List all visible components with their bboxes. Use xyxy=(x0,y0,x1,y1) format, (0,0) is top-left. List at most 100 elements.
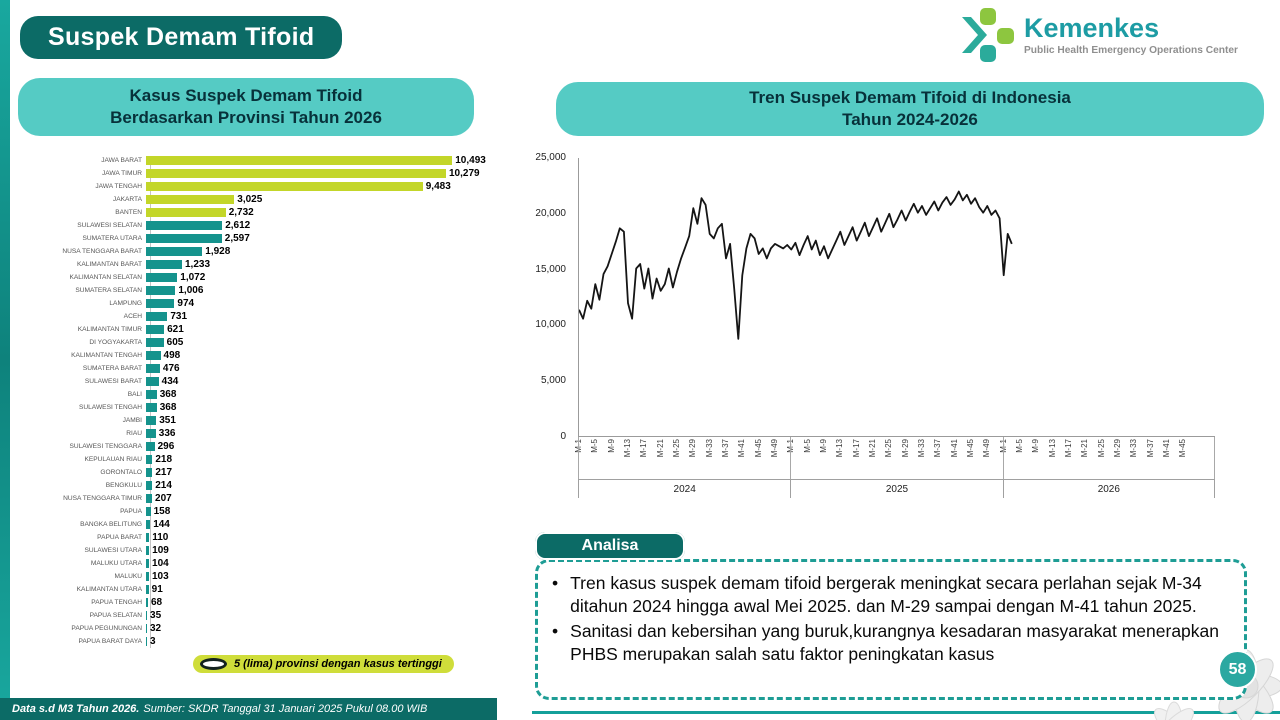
bar-category-label: GORONTALO xyxy=(100,468,142,476)
left-chart-header-line1: Kasus Suspek Demam Tifoid xyxy=(129,85,363,105)
bar-track: 476 xyxy=(146,362,498,374)
x-tick-label: M-9 xyxy=(606,439,616,453)
x-tick-label: M-13 xyxy=(623,439,632,458)
bar-category-label: SULAWESI TENGAH xyxy=(78,403,142,411)
bar-row: SULAWESI SELATAN 2,612 xyxy=(28,219,498,232)
bar-track: 605 xyxy=(146,336,498,348)
bar-category-label: PAPUA PEGUNUNGAN xyxy=(71,624,142,632)
bar-track: 144 xyxy=(146,519,498,530)
x-tick-label: M-9 xyxy=(819,439,828,453)
bar-track: 621 xyxy=(146,323,498,335)
bar-track: 109 xyxy=(146,545,498,556)
page-number: 58 xyxy=(1218,650,1257,689)
bar-category-label: PAPUA BARAT DAYA xyxy=(78,637,142,645)
bar-value-label: 2,732 xyxy=(228,206,254,218)
bar-category-label: KEPULAUAN RIAU xyxy=(84,455,142,463)
left-chart-header-line2: Berdasarkan Provinsi Tahun 2026 xyxy=(110,108,382,127)
bar xyxy=(146,207,226,218)
bar-value-label: 974 xyxy=(177,297,195,309)
analisa-badge: Analisa xyxy=(535,532,685,560)
bar-category-label: KALIMANTAN SELATAN xyxy=(69,273,142,281)
bar-row: LAMPUNG 974 xyxy=(28,297,498,310)
bar-track: 9,483 xyxy=(146,181,498,192)
bar-track: 207 xyxy=(146,493,498,504)
x-tick-label: M-41 xyxy=(949,439,959,458)
bar-track: 368 xyxy=(146,388,498,400)
bar xyxy=(146,363,160,374)
year-label: 2026 xyxy=(1002,479,1215,498)
bar-row: KALIMANTAN UTARA 91 xyxy=(28,583,498,596)
year-separator xyxy=(1002,437,1004,479)
bar-row: DI YOGYAKARTA 605 xyxy=(28,336,498,349)
bar-value-label: 368 xyxy=(159,388,177,400)
bar-row: SULAWESI TENGGARA 296 xyxy=(28,440,498,453)
bar-category-label: SULAWESI SELATAN xyxy=(77,221,142,229)
bar xyxy=(146,584,149,595)
x-tick-label: M-13 xyxy=(835,439,845,458)
bar-category-label: PAPUA xyxy=(120,507,142,515)
bar-row: KALIMANTAN TENGAH 498 xyxy=(28,349,498,362)
bar-value-label: 214 xyxy=(155,479,172,491)
bar-category-label: BANGKA BELITUNG xyxy=(80,520,142,528)
year-label: 2024 xyxy=(578,479,791,498)
bar-row: SUMATERA SELATAN 1,006 xyxy=(28,284,498,297)
y-tick-label: 25,000 xyxy=(535,152,566,163)
bar-row: RIAU 336 xyxy=(28,427,498,440)
bar-category-label: NUSA TENGGARA BARAT xyxy=(62,247,142,255)
trend-polyline xyxy=(578,190,1013,340)
bar xyxy=(146,337,164,348)
bar-track: 218 xyxy=(146,454,498,465)
bar-track: 498 xyxy=(146,350,498,361)
x-tick-label: M-45 xyxy=(753,439,763,458)
x-tick-label: M-33 xyxy=(1129,439,1139,458)
bar-value-label: 68 xyxy=(150,596,163,608)
x-tick-label: M-5 xyxy=(802,439,812,453)
bar-track: 110 xyxy=(146,532,498,543)
bar-track: 974 xyxy=(146,297,498,309)
bar xyxy=(146,389,157,400)
analysis-list: Tren kasus suspek demam tifoid bergerak … xyxy=(552,572,1226,666)
legend-highlight-oval-icon xyxy=(200,658,227,670)
bar-track: 296 xyxy=(146,441,498,452)
year-bands: 2024 2025 2026 xyxy=(578,479,1215,498)
left-chart-header: Kasus Suspek Demam Tifoid Berdasarkan Pr… xyxy=(18,78,474,136)
trend-plot-area xyxy=(578,158,1215,437)
x-tick-label: M-5 xyxy=(590,439,600,453)
bar-value-label: 32 xyxy=(150,622,162,634)
x-tick-label: M-25 xyxy=(884,439,894,458)
bar-value-label: 605 xyxy=(166,336,184,348)
y-tick-label: 20,000 xyxy=(535,207,566,219)
bar-category-label: JAWA TIMUR xyxy=(101,169,142,177)
y-tick-label: 10,000 xyxy=(535,319,566,331)
right-chart-header-line1: Tren Suspek Demam Tifoid di Indonesia xyxy=(749,87,1071,107)
bar-row: KALIMANTAN BARAT 1,233 xyxy=(28,258,498,271)
bar-category-label: BANTEN xyxy=(115,208,142,216)
bar-category-label: JAWA TENGAH xyxy=(95,182,142,190)
bar-value-label: 91 xyxy=(151,583,163,595)
bar-row: PAPUA TENGAH 68 xyxy=(28,596,498,609)
bar-row: ACEH 731 xyxy=(28,310,498,323)
bar-track: 3,025 xyxy=(146,194,498,205)
bar-value-label: 621 xyxy=(167,323,184,335)
bar-value-label: 476 xyxy=(162,362,180,374)
bar-row: GORONTALO 217 xyxy=(28,466,498,479)
bar-track: 731 xyxy=(146,311,498,322)
bar-track: 1,233 xyxy=(146,259,498,270)
x-tick-label: M-21 xyxy=(868,439,877,458)
x-tick-label: M-37 xyxy=(721,439,730,458)
bar xyxy=(146,454,153,465)
bar xyxy=(146,181,423,192)
bar-category-label: MALUKU UTARA xyxy=(90,559,142,567)
bar xyxy=(146,545,150,556)
bar-chart-axis-line xyxy=(150,156,151,648)
x-tick-label: M-49 xyxy=(770,439,779,458)
bar-category-label: KALIMANTAN UTARA xyxy=(76,585,142,593)
bar-category-label: BENGKULU xyxy=(105,481,142,489)
bar-track: 2,612 xyxy=(146,220,498,231)
x-tick-label: M-37 xyxy=(933,439,943,458)
x-axis-labels: M-1M-5M-9M-13M-17M-21M-25M-29M-33M-37M-4… xyxy=(574,437,1215,479)
bar-value-label: 3 xyxy=(150,635,156,647)
x-tick-label: M-17 xyxy=(1064,439,1073,458)
bar xyxy=(146,324,165,335)
bar-row: PAPUA PEGUNUNGAN 32 xyxy=(28,622,498,635)
